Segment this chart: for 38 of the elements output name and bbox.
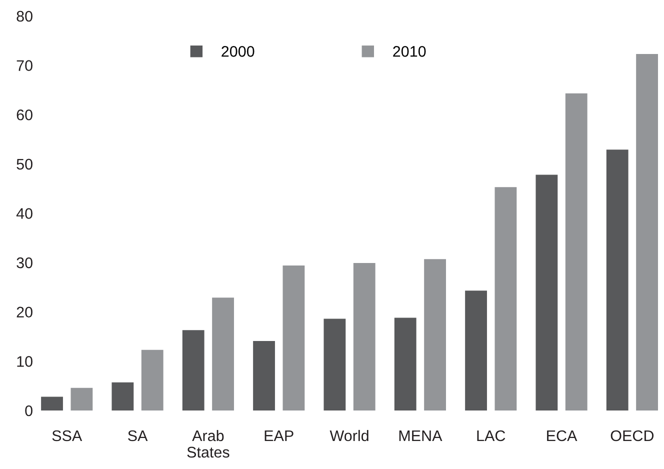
- bar: [182, 330, 204, 410]
- y-tick-label: 20: [16, 306, 32, 318]
- y-tick-label: 70: [16, 60, 32, 71]
- bar: [282, 266, 305, 410]
- legend-label: 2010: [393, 46, 426, 57]
- bar: [636, 54, 658, 410]
- x-tick-label: MENA: [399, 430, 442, 442]
- y-tick-label: 80: [16, 10, 32, 22]
- x-tick-label: SA: [128, 430, 148, 442]
- bar: [424, 259, 446, 410]
- y-tick-label: 60: [16, 109, 32, 120]
- bar: [465, 290, 487, 410]
- y-tick-label: 40: [16, 208, 32, 219]
- bar: [494, 187, 517, 410]
- bar: [536, 174, 558, 410]
- x-tick-label: ECA: [547, 430, 578, 442]
- bar: [70, 388, 93, 410]
- bar: [394, 318, 416, 410]
- x-tick-label: OECD: [610, 430, 654, 442]
- bar: [565, 93, 588, 410]
- x-tick-label: Arab States: [187, 430, 230, 458]
- y-tick-label: 30: [16, 257, 32, 268]
- bar: [141, 350, 164, 410]
- bar: [253, 340, 275, 410]
- y-tick-label: 0: [25, 405, 32, 416]
- x-tick-label: World: [330, 430, 368, 442]
- bar: [112, 382, 134, 410]
- x-tick-label: SSA: [52, 430, 82, 442]
- bar: [353, 263, 376, 410]
- bar: [41, 396, 63, 410]
- y-tick-label: 10: [17, 356, 32, 367]
- bar: [606, 150, 628, 410]
- bar: [324, 318, 346, 410]
- x-tick-label: EAP: [264, 430, 294, 442]
- legend-label: 2000: [222, 46, 254, 57]
- y-tick-label: 50: [16, 158, 32, 170]
- x-tick-label: LAC: [477, 430, 506, 442]
- bar: [212, 298, 234, 410]
